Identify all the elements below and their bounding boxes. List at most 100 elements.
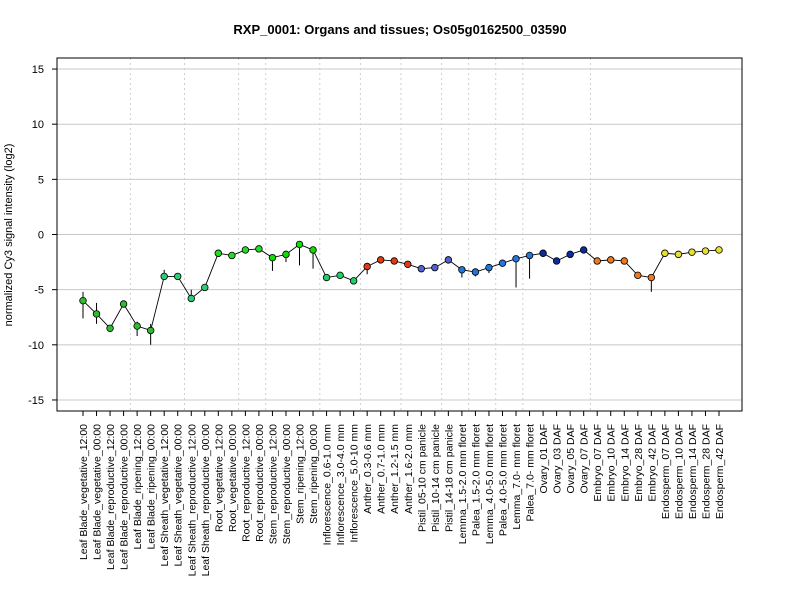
data-point <box>417 264 425 273</box>
x-tick-label: Endosperm_14 DAF <box>687 424 699 519</box>
y-tick-label: 5 <box>38 174 44 186</box>
x-tick-label: Root_reproductive_12:00 <box>240 424 252 542</box>
x-tick-label: Root_vegetative_00:00 <box>227 424 239 532</box>
x-tick-label: Inflorescence_5.0-10 mm <box>349 424 361 543</box>
data-point <box>715 246 723 254</box>
x-tick-label: Anther_0.3-0.6 mm <box>362 424 374 514</box>
x-tick-label: Leaf Blade_vegetative_00:00 <box>92 424 104 560</box>
data-point <box>119 300 128 308</box>
x-tick-label: Inflorescence_3.0-4.0 mm <box>335 424 347 546</box>
data-point <box>390 257 398 265</box>
y-tick-label: -10 <box>28 340 44 352</box>
data-point <box>579 246 588 254</box>
data-point <box>79 296 87 305</box>
data-point <box>444 256 453 264</box>
x-tick-label: Pistil_10-14 cm panicle <box>430 424 442 532</box>
data-point <box>701 247 710 255</box>
x-tick-label: Ovary_03 DAF <box>552 424 564 493</box>
data-points <box>79 240 723 335</box>
data-point <box>498 259 507 267</box>
data-point <box>241 246 250 254</box>
x-tick-label: Embryo_42 DAF <box>646 424 658 502</box>
data-point <box>458 266 466 274</box>
data-point <box>309 246 317 254</box>
data-point <box>539 249 547 257</box>
x-tick-label: Leaf Blade_ripening_00:00 <box>146 424 158 550</box>
x-tick-label: Stem_reproductive_12:00 <box>267 424 279 544</box>
data-point <box>647 273 656 282</box>
x-tick-label: Ovary_05 DAF <box>565 424 577 493</box>
series-line <box>82 243 720 332</box>
data-point <box>228 251 236 260</box>
x-tick-label: Anther_0.7-1.0 mm <box>376 424 388 514</box>
data-point <box>322 273 331 282</box>
x-tick-label: Endosperm_42 DAF <box>714 424 726 519</box>
plot-frame <box>56 57 743 412</box>
x-tick-label: Leaf Sheath_reproductive_00:00 <box>200 424 212 577</box>
data-point <box>552 257 561 265</box>
data-point <box>174 272 182 281</box>
x-tick-label: Lemma_1.5-2.0 mm floret <box>457 424 469 544</box>
x-tick-label: Leaf Blade_vegetative_12:00 <box>78 424 90 560</box>
data-point <box>688 248 696 256</box>
data-point <box>485 263 493 272</box>
data-point <box>661 249 669 257</box>
x-tick-label: Stem_ripening_12:00 <box>295 424 307 524</box>
y-axis: -15 -10 -5 0 5 10 15 <box>28 64 58 407</box>
y-tick-label: 10 <box>32 119 44 131</box>
x-tick-label: Endosperm_07 DAF <box>660 424 672 519</box>
y-axis-label: normalized Cy3 signal intensity (log2) <box>3 144 15 327</box>
data-point <box>187 294 195 303</box>
x-tick-label: Palea_4.0-5.0 mm floret <box>497 424 509 536</box>
x-tick-label: Embryo_28 DAF <box>633 424 645 502</box>
x-tick-label: Leaf Blade_reproductive_00:00 <box>119 424 131 570</box>
x-tick-label: Palea_7.0- mm floret <box>525 424 537 522</box>
data-point <box>525 251 534 260</box>
data-point <box>674 250 683 259</box>
chart-title: RXP_0001: Organs and tissues; Os05g01625… <box>233 22 566 37</box>
data-point <box>160 272 168 281</box>
x-tick-label: Endosperm_28 DAF <box>700 424 712 519</box>
data-point <box>133 322 141 330</box>
x-tick-label: Anther_1.2-1.5 mm <box>389 424 401 514</box>
grid <box>57 58 742 411</box>
x-tick-label: Root_reproductive_00:00 <box>254 424 266 542</box>
series-line-group <box>82 243 720 332</box>
x-tick-label: Palea_1.5-2.0 mm floret <box>470 424 482 536</box>
data-point <box>404 260 412 268</box>
data-point <box>593 257 601 265</box>
data-point <box>146 326 155 335</box>
x-tick-label: Embryo_07 DAF <box>592 424 604 502</box>
data-point <box>255 245 263 253</box>
data-point <box>363 262 371 271</box>
x-tick-label: Ovary_07 DAF <box>579 424 591 493</box>
x-tick-label: Pistil_05-10 cm panicle <box>416 424 428 532</box>
x-tick-label: Lemma_4.0-5.0 mm floret <box>484 424 496 544</box>
x-tick-label: Leaf Sheath_vegetative_12:00 <box>159 424 171 567</box>
data-point <box>336 271 344 280</box>
x-tick-label: Leaf Blade_ripening_12:00 <box>132 424 144 550</box>
x-tick-label: Endosperm_10 DAF <box>673 424 685 519</box>
x-axis: Leaf Blade_vegetative_12:00 Leaf Blade_ve… <box>78 410 726 577</box>
y-tick-label: 15 <box>32 64 44 76</box>
y-tick-label: -5 <box>34 285 44 297</box>
y-tick-label: -15 <box>28 395 44 407</box>
y-tick-label: 0 <box>38 230 44 242</box>
data-point <box>377 256 385 264</box>
x-tick-label: Anther_1.6-2.0 mm <box>403 424 415 514</box>
data-point <box>214 249 223 257</box>
x-tick-label: Leaf Blade_reproductive_12:00 <box>105 424 117 570</box>
data-point <box>431 263 439 272</box>
data-point <box>201 283 209 292</box>
x-tick-label: Stem_ripening_00:00 <box>308 424 320 524</box>
x-tick-label: Pistil_14-18 cm panicle <box>443 424 455 532</box>
data-point <box>471 268 480 276</box>
data-point <box>295 240 304 249</box>
x-tick-label: Lemma_7.0- mm floret <box>511 424 523 530</box>
data-point <box>268 253 277 262</box>
data-point <box>349 277 358 285</box>
x-tick-label: Leaf Sheath_vegetative_00:00 <box>173 424 185 567</box>
data-point <box>607 256 615 264</box>
data-point <box>512 255 520 263</box>
